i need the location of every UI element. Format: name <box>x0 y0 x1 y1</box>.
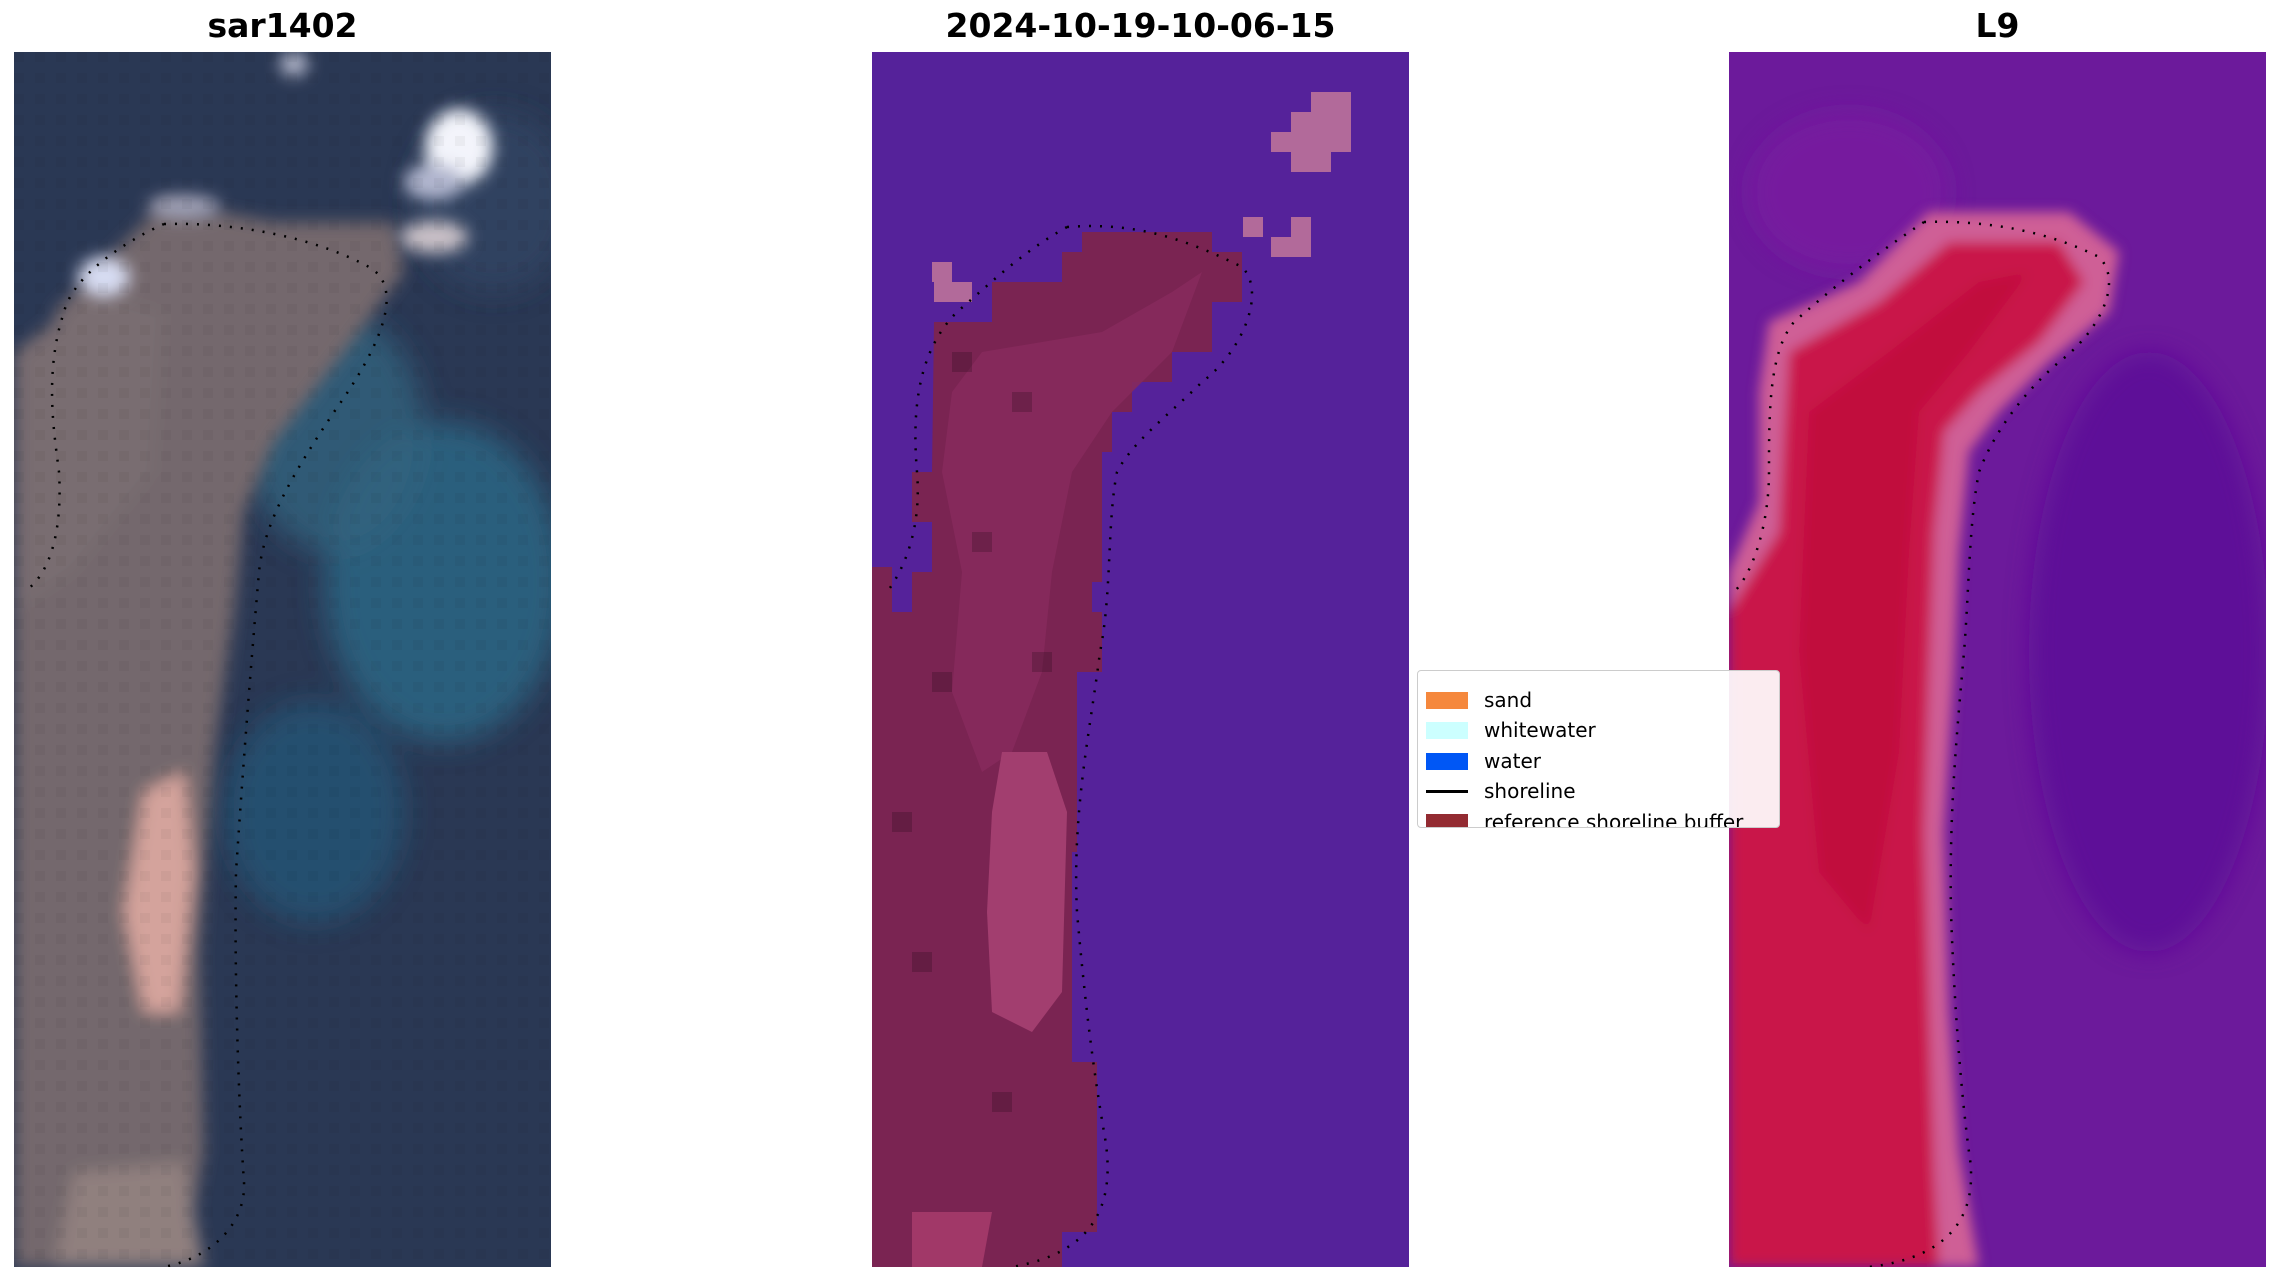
legend-label-shoreline: shoreline <box>1484 779 1576 803</box>
legend-item-reference-buffer: reference shoreline buffer <box>1426 810 1744 828</box>
legend-label-sand: sand <box>1484 688 1533 712</box>
legend-swatch-water <box>1426 752 1468 770</box>
panel-title-classification: 2024-10-19-10-06-15 <box>945 6 1336 45</box>
legend: sand whitewater water shoreline referenc… <box>1417 670 1780 828</box>
panel-title-index: L9 <box>1975 6 2020 45</box>
legend-swatch-whitewater <box>1426 721 1468 739</box>
legend-label-reference-buffer: reference shoreline buffer <box>1484 810 1744 828</box>
panel-index: L9 <box>1729 0 2266 1283</box>
legend-label-water: water <box>1484 749 1541 773</box>
legend-swatch-sand <box>1426 691 1468 709</box>
legend-line-shoreline <box>1426 789 1468 793</box>
rgb-image <box>14 52 551 1267</box>
legend-item-sand: sand <box>1426 688 1532 712</box>
legend-label-whitewater: whitewater <box>1484 718 1596 742</box>
legend-swatch-reference-buffer <box>1426 813 1468 827</box>
legend-item-water: water <box>1426 749 1541 773</box>
legend-item-whitewater: whitewater <box>1426 718 1596 742</box>
legend-item-shoreline: shoreline <box>1426 779 1576 803</box>
panel-rgb: sar1402 <box>14 0 551 1283</box>
classification-image <box>872 52 1409 1267</box>
index-image <box>1729 52 2266 1267</box>
panel-classification: 2024-10-19-10-06-15 <box>872 0 1409 1283</box>
panel-title-rgb: sar1402 <box>207 6 358 45</box>
